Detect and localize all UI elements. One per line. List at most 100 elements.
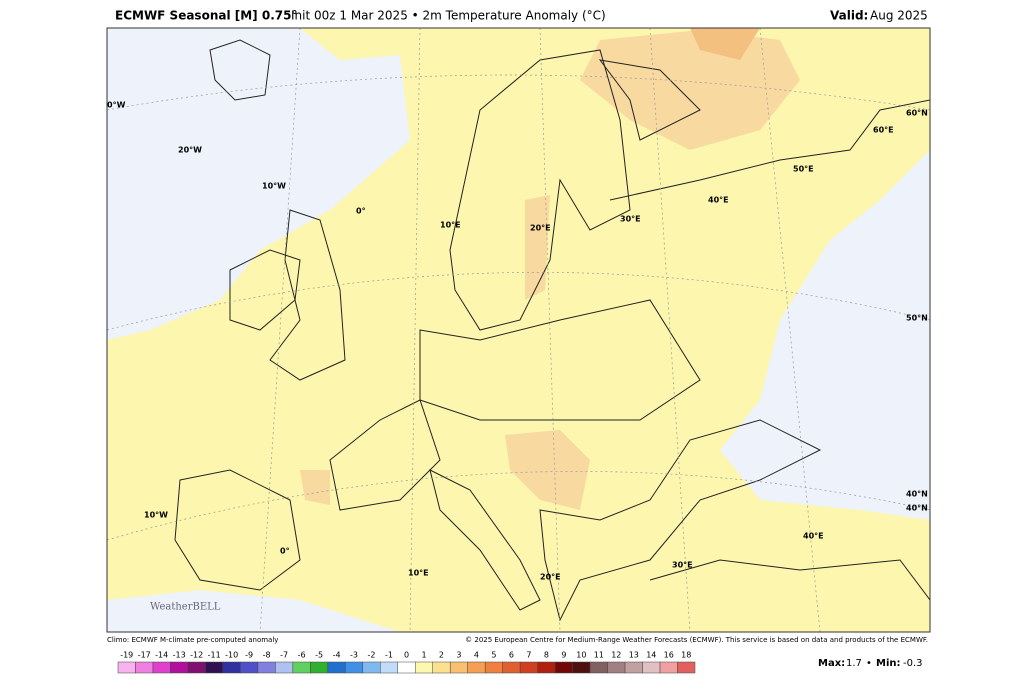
cool-sea xyxy=(107,28,410,340)
colorbar-label: -8 xyxy=(263,651,271,660)
map-frame xyxy=(106,27,931,633)
max-label: Max: xyxy=(818,658,845,669)
graticule-label: 10°E xyxy=(440,221,461,230)
colorbar-label: -9 xyxy=(245,651,253,660)
colorbar-swatch xyxy=(327,661,346,674)
colorbar-swatch xyxy=(397,661,416,674)
colorbar-swatch xyxy=(240,661,259,674)
colorbar-label: 0 xyxy=(404,651,409,660)
colorbar-label: 7 xyxy=(526,651,531,660)
colorbar-swatch xyxy=(432,661,451,674)
warm-patch xyxy=(300,470,330,505)
graticule-label: 40°E xyxy=(708,196,729,205)
min-value: -0.3 xyxy=(903,658,923,669)
colorbar-label: 12 xyxy=(611,651,621,660)
colorbar-swatch xyxy=(624,661,643,674)
colorbar-swatch xyxy=(449,661,468,674)
colorbar-swatch xyxy=(414,661,433,674)
colorbar-label: -5 xyxy=(315,651,323,660)
graticule-label: 40°N xyxy=(906,504,928,513)
colorbar-label: 4 xyxy=(474,651,479,660)
graticule-label: 0°W xyxy=(107,101,126,110)
colorbar-swatch xyxy=(345,661,364,674)
graticule-label: 40°N xyxy=(906,490,928,499)
logo: WeatherBELL xyxy=(150,602,221,613)
cool-east xyxy=(720,150,930,520)
map: 0°W 20°W 10°W 0° 10°E 20°E 30°E 40°E 50°E 60°E 60°… xyxy=(107,28,930,632)
graticule-label: 10°E xyxy=(408,569,429,578)
colorbar: -19 -17 -14 -13 -12 -11 -10 -9 -8 -7 -6 -5 -4 -3 -2 -1 0… xyxy=(117,651,696,674)
graticule-label: 40°E xyxy=(803,532,824,541)
colorbar-swatch xyxy=(519,661,538,674)
colorbar-label: -3 xyxy=(350,651,358,660)
colorbar-swatch xyxy=(257,661,276,674)
colorbar-label: 6 xyxy=(509,651,514,660)
colorbar-label: 13 xyxy=(629,651,639,660)
title-rest: Init 00z 1 Mar 2025 • 2m Temperature Ano… xyxy=(291,9,606,23)
colorbar-label: 9 xyxy=(561,651,566,660)
graticule xyxy=(107,28,930,632)
footer-copyright: © 2025 European Centre for Medium-Range … xyxy=(465,636,928,644)
graticule-label: 20°W xyxy=(178,146,202,155)
colorbar-swatch xyxy=(362,661,381,674)
colorbar-swatch xyxy=(187,661,206,674)
colorbar-swatch xyxy=(135,661,154,674)
graticule-labels: 0°W 20°W 10°W 0° 10°E 20°E 30°E 40°E 50°E 60°E 60°… xyxy=(107,101,928,582)
colorbar-label: -6 xyxy=(298,651,306,660)
warm-core xyxy=(690,28,760,60)
min-label: Min: xyxy=(876,658,901,669)
colorbar-label: 2 xyxy=(439,651,444,660)
max-value: 1.7 xyxy=(846,658,862,669)
graticule-label: 50°E xyxy=(793,165,814,174)
colorbar-swatch xyxy=(554,661,573,674)
colorbar-swatch xyxy=(292,661,311,674)
graticule-label: 20°E xyxy=(530,224,551,233)
colorbar-label: -1 xyxy=(385,651,393,660)
colorbar-label: -13 xyxy=(173,651,186,660)
stats-separator: • xyxy=(866,658,872,669)
graticule-label: 20°E xyxy=(540,573,561,582)
colorbar-swatch xyxy=(117,661,136,674)
colorbar-label: 18 xyxy=(681,651,691,660)
cool-south xyxy=(107,590,400,632)
colorbar-swatch xyxy=(677,661,696,674)
colorbar-label: -10 xyxy=(225,651,238,660)
graticule-label: 60°N xyxy=(906,109,928,118)
colorbar-swatch xyxy=(502,661,521,674)
colorbar-swatch xyxy=(467,661,486,674)
colorbar-label: 11 xyxy=(594,651,604,660)
coastlines xyxy=(174,39,930,622)
colorbar-label: -19 xyxy=(120,651,133,660)
colorbar-swatch xyxy=(537,661,556,674)
colorbar-swatch xyxy=(380,661,399,674)
graticule-label: 30°E xyxy=(620,215,641,224)
colorbar-swatch xyxy=(310,661,329,674)
colorbar-swatch xyxy=(275,661,294,674)
colorbar-swatch xyxy=(642,661,661,674)
graticule-label: 0° xyxy=(280,547,290,556)
colorbar-swatch xyxy=(607,661,626,674)
colorbar-label: -12 xyxy=(190,651,203,660)
graticule-label: 50°N xyxy=(906,314,928,323)
colorbar-swatch xyxy=(152,661,171,674)
colorbar-label: -14 xyxy=(155,651,168,660)
warm-patch xyxy=(525,195,550,300)
colorbar-swatch xyxy=(572,661,591,674)
graticule-label: 60°E xyxy=(873,126,894,135)
colorbar-label: 10 xyxy=(576,651,586,660)
colorbar-label: 3 xyxy=(456,651,461,660)
colorbar-label: -4 xyxy=(333,651,341,660)
colorbar-swatch xyxy=(589,661,608,674)
colorbar-swatch xyxy=(659,661,678,674)
valid-value: Aug 2025 xyxy=(870,9,928,23)
colorbar-swatch xyxy=(170,661,189,674)
valid-label: Valid: xyxy=(830,9,868,23)
footer-climo: Climo: ECMWF M-climate pre-computed anom… xyxy=(107,636,278,644)
graticule-label: 10°W xyxy=(144,511,168,520)
colorbar-swatch xyxy=(484,661,503,674)
title-bold: ECMWF Seasonal [M] 0.75° xyxy=(115,9,297,23)
colorbar-swatch xyxy=(205,661,224,674)
colorbar-label: 14 xyxy=(646,651,656,660)
